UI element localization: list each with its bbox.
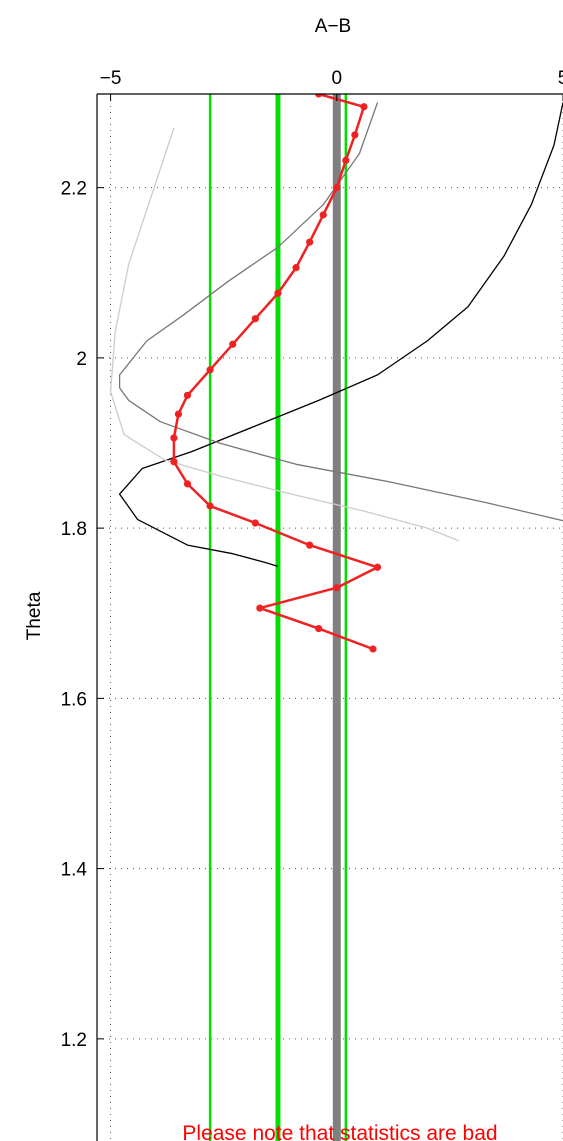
x-tick-label-1: 0: [331, 68, 342, 89]
series-point-3-8: [274, 289, 282, 297]
series-point-3-15: [170, 458, 178, 466]
series-point-3-12: [183, 391, 192, 399]
grid-lines: [97, 94, 563, 1141]
series-point-3-10: [229, 340, 237, 348]
series-point-3-7: [292, 264, 300, 272]
series-point-3-9: [251, 315, 259, 323]
series-point-3-20: [373, 563, 382, 571]
series-point-3-2: [351, 131, 359, 139]
series-point-3-23: [315, 624, 323, 633]
y-tick-label-2: 1.6: [61, 689, 87, 710]
series-point-3-4: [333, 184, 341, 192]
series-point-3-13: [174, 410, 183, 418]
series-point-3-16: [183, 480, 192, 488]
series-line-0: [118, 102, 563, 568]
y-tick-label-5: 2.2: [61, 179, 87, 200]
series-line-1: [118, 102, 563, 522]
series-point-3-1: [360, 103, 368, 111]
series-point-3-21: [333, 584, 341, 592]
axes: [96, 93, 563, 1141]
statistics-note: Please note that statistics are bad: [182, 1122, 497, 1141]
y-tick-label-1: 1.4: [61, 860, 88, 881]
series-point-3-14: [170, 434, 178, 442]
series-point-3-5: [319, 211, 327, 219]
series-line-2: [109, 127, 460, 542]
y-axis-title: Theta: [24, 591, 45, 640]
series-point-3-22: [256, 604, 264, 612]
x-tick-label-2: 5: [558, 68, 563, 89]
plot-area: [109, 94, 563, 1141]
series-point-3-17: [206, 502, 214, 510]
y-tick-label-0: 1.2: [61, 1030, 87, 1051]
series-point-3-6: [306, 238, 314, 246]
tick-labels: −5 0 5 1.2 1.4 1.6 1.8 2 2.2: [61, 68, 563, 1051]
x-tick-label-0: −5: [100, 68, 122, 89]
y-tick-label-3: 1.8: [61, 519, 87, 540]
series-point-3-19: [306, 541, 314, 549]
y-tick-label-4: 2: [76, 349, 87, 370]
series-point-3-24: [369, 645, 377, 653]
series-point-3-0: [315, 94, 323, 98]
x-axis-title: A−B: [315, 16, 351, 37]
series-point-3-3: [342, 156, 350, 164]
series-point-3-11: [206, 366, 214, 374]
series-point-3-18: [251, 519, 259, 527]
